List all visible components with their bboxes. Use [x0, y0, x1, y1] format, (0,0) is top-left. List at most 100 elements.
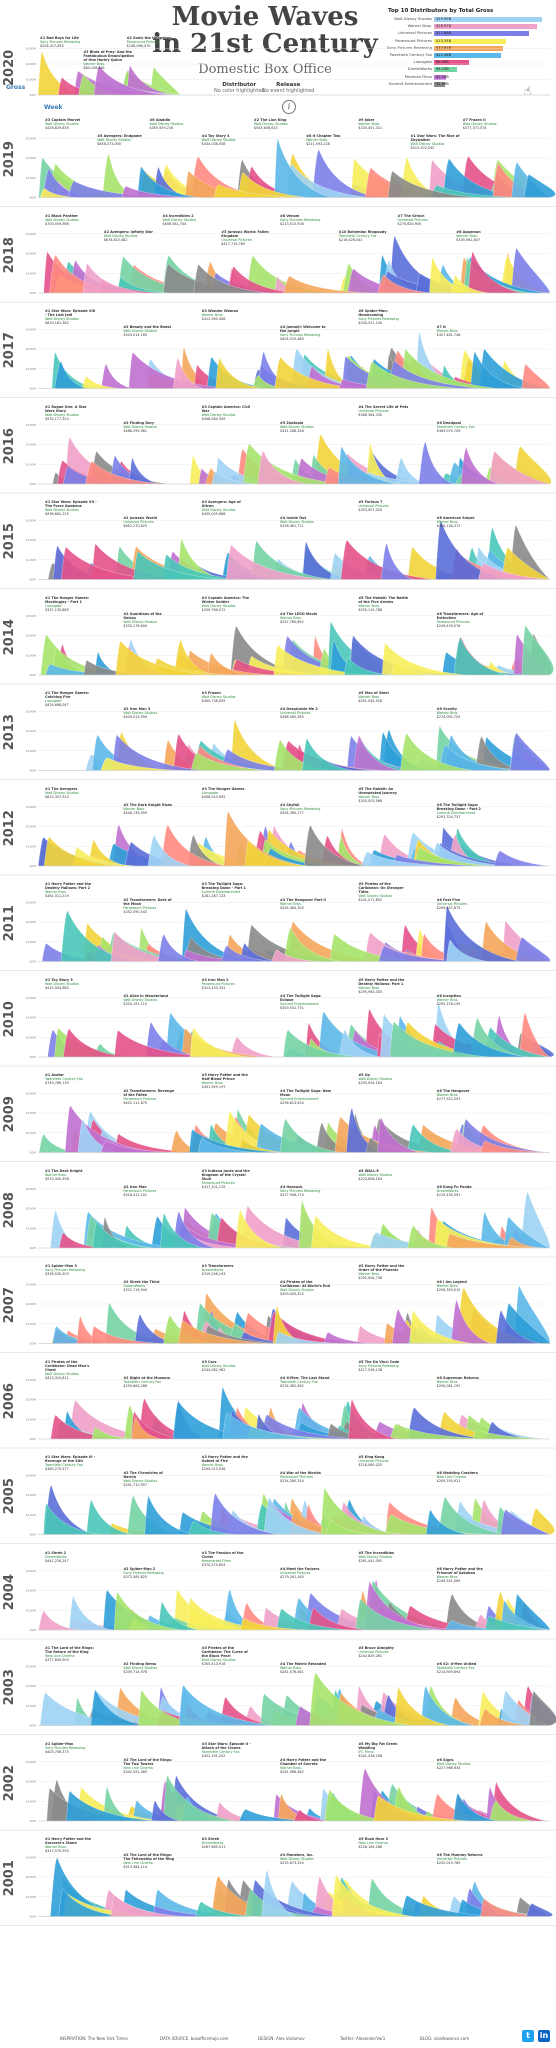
film-wave[interactable]: [223, 811, 306, 867]
film-wave[interactable]: [100, 1140, 175, 1153]
film-wave[interactable]: [114, 1591, 182, 1631]
film-wave[interactable]: [85, 461, 164, 485]
film-wave[interactable]: [257, 450, 307, 485]
film-annotation[interactable]: #3 Iron Man 2 Paramount Pictures $312,433,…: [202, 978, 254, 990]
film-annotation[interactable]: #2 Transformers: Dark of the Moon Paramou…: [123, 898, 175, 914]
film-wave[interactable]: [446, 939, 489, 962]
film-wave[interactable]: [521, 625, 554, 676]
film-annotation[interactable]: #2 Shrek the Third DreamWorks $322,719,944: [123, 1280, 175, 1292]
film-wave[interactable]: [303, 825, 367, 867]
film-wave[interactable]: [393, 854, 486, 867]
film-wave[interactable]: [195, 1901, 257, 1917]
legend-item[interactable]: Summit Entertainment $2.09B: [388, 81, 548, 88]
film-wave[interactable]: [178, 1685, 275, 1726]
film-annotation[interactable]: #6 Aquaman Warner Bros. $335,061,807: [456, 230, 508, 242]
film-wave[interactable]: [283, 928, 342, 962]
linkedin-icon[interactable]: in: [538, 2030, 550, 2042]
film-annotation[interactable]: #2 Iron Man Paramount Pictures $318,412,10…: [123, 1185, 175, 1197]
film-annotation[interactable]: #4 Skyfall Sony Pictures Releasing $304,36…: [280, 803, 332, 815]
film-wave[interactable]: [197, 1137, 256, 1153]
film-wave[interactable]: [81, 376, 121, 389]
film-annotation[interactable]: #4 The Twilight Saga: New Moon Summit Ent…: [280, 1089, 332, 1105]
film-wave[interactable]: [112, 734, 203, 771]
film-annotation[interactable]: #1 Black Panther Walt Disney Studios $700,…: [45, 214, 97, 226]
film-annotation[interactable]: #2 The Lord of the Rings: The Two Towers…: [123, 1758, 175, 1774]
film-wave[interactable]: [293, 1809, 330, 1822]
film-wave[interactable]: [453, 1793, 499, 1822]
film-annotation[interactable]: #2 The Lion King Walt Disney Studios $543,…: [254, 118, 306, 130]
film-wave[interactable]: [188, 1520, 236, 1535]
distributor-toggle[interactable]: Distributor No color highlighted: [214, 82, 265, 94]
film-wave[interactable]: [215, 358, 262, 389]
film-annotation[interactable]: #5 King Kong Universal Pictures $218,080,0…: [358, 1455, 410, 1467]
film-annotation[interactable]: #1 Rogue One: A Star Wars Story Walt Disn…: [45, 405, 97, 421]
film-annotation[interactable]: #2 Finding Dory Walt Disney Studios $486,2…: [123, 421, 175, 433]
film-wave[interactable]: [276, 1608, 350, 1631]
film-wave[interactable]: [158, 1601, 200, 1631]
film-wave[interactable]: [114, 1030, 211, 1058]
film-annotation[interactable]: #1 Star Wars: Episode VIII - The Last Je…: [45, 309, 97, 325]
film-annotation[interactable]: #6 Deadpool Twentieth Century Fox $363,070…: [437, 421, 489, 433]
film-wave[interactable]: [133, 551, 227, 580]
film-annotation[interactable]: #3 Harry Potter and the Half-Blood Princ…: [202, 1073, 254, 1089]
film-annotation[interactable]: #2 Avengers: Infinity War Walt Disney Stu…: [104, 230, 156, 242]
film-annotation[interactable]: #2 The Lord of the Rings: The Fellowship…: [123, 1853, 175, 1869]
film-wave[interactable]: [389, 1021, 489, 1058]
film-annotation[interactable]: #2 Sonic the Hedgehog Paramount Pictures $…: [127, 36, 179, 48]
film-annotation[interactable]: #4 Hancock Sony Pictures Releasing $227,94…: [280, 1185, 332, 1197]
film-wave[interactable]: [128, 352, 228, 389]
film-wave[interactable]: [54, 361, 88, 389]
film-wave[interactable]: [38, 1610, 79, 1631]
film-wave[interactable]: [145, 1022, 201, 1058]
film-annotation[interactable]: #4 X-Men: The Last Stand Twentieth Centur…: [280, 1376, 332, 1388]
film-annotation[interactable]: #5 Zootopia Walt Disney Studios $341,268,2…: [280, 421, 332, 433]
film-wave[interactable]: [63, 1028, 127, 1058]
film-wave[interactable]: [489, 1800, 535, 1822]
film-wave[interactable]: [137, 166, 199, 198]
film-annotation[interactable]: #5 The Hobbit: The Battle of the Five Ar…: [358, 596, 410, 612]
film-wave[interactable]: [348, 1399, 398, 1440]
film-annotation[interactable]: #6 Harry Potter and the Prisoner of Azka…: [437, 1567, 489, 1583]
film-annotation[interactable]: #6 Kung Fu Panda DreamWorks $215,434,591: [437, 1185, 489, 1197]
film-annotation[interactable]: #1 Avatar Twentieth Century Fox $749,766,1…: [45, 1073, 97, 1085]
film-annotation[interactable]: #3 Shrek DreamWorks $267,665,011: [202, 1837, 254, 1849]
film-wave[interactable]: [131, 1417, 161, 1440]
film-annotation[interactable]: #3 Star Wars: Episode II - Attack of the…: [202, 1742, 254, 1758]
film-annotation[interactable]: #5 Man of Steel Warner Bros. $291,045,518: [358, 691, 410, 703]
film-wave[interactable]: [452, 1022, 529, 1058]
film-wave[interactable]: [273, 644, 372, 676]
legend-item[interactable]: Paramount Pictures $13.35B: [388, 38, 548, 45]
film-annotation[interactable]: #4 Jumanji: Welcome to the Jungle Sony Pi…: [280, 325, 332, 341]
film-annotation[interactable]: #4 Toy Story 4 Walt Disney Studios $434,03…: [202, 134, 254, 146]
film-wave[interactable]: [438, 744, 519, 771]
film-annotation[interactable]: #3 Frozen Walt Disney Studios $400,738,009: [202, 691, 254, 703]
film-wave[interactable]: [361, 851, 450, 867]
film-wave[interactable]: [239, 1809, 314, 1822]
film-wave[interactable]: [227, 266, 296, 294]
film-wave[interactable]: [325, 1520, 377, 1535]
film-wave[interactable]: [391, 660, 435, 676]
film-wave[interactable]: [453, 637, 509, 676]
film-wave[interactable]: [524, 174, 556, 198]
film-wave[interactable]: [506, 1237, 542, 1249]
film-wave[interactable]: [390, 1423, 490, 1440]
film-wave[interactable]: [93, 65, 169, 96]
film-wave[interactable]: [190, 752, 273, 771]
film-annotation[interactable]: #2 Night at the Museum Twentieth Century …: [123, 1376, 175, 1388]
film-annotation[interactable]: #3 Birds of Prey: And the Fantabulous Em…: [83, 50, 135, 70]
film-annotation[interactable]: #5 Up Walt Disney Studios $293,004,164: [358, 1073, 410, 1085]
film-annotation[interactable]: #5 The Hobbit: An Unexpected Journey Warn…: [358, 787, 410, 803]
legend-item[interactable]: Twentieth Century Fox $12.46B: [388, 52, 548, 59]
film-wave[interactable]: [493, 850, 551, 867]
film-wave[interactable]: [231, 719, 289, 771]
film-annotation[interactable]: #1 Star Wars: Episode VII - The Force Aw…: [45, 500, 97, 516]
film-annotation[interactable]: #5 The Da Vinci Code Sony Pictures Releas…: [358, 1360, 410, 1372]
hand-pointer-icon[interactable]: ☝: [524, 84, 532, 98]
film-wave[interactable]: [381, 543, 414, 580]
legend-item[interactable]: Walt Disney Studios $19.99B: [388, 16, 548, 23]
film-annotation[interactable]: #1 Pirates of the Caribbean: Dead Man's …: [45, 1360, 97, 1380]
film-annotation[interactable]: #3 Indiana Jones and the Kingdom of the …: [202, 1169, 254, 1189]
film-annotation[interactable]: #4 Harry Potter and the Chamber of Secre…: [280, 1758, 332, 1774]
film-wave[interactable]: [150, 67, 181, 96]
film-annotation[interactable]: #4 The LEGO Movie Warner Bros. $257,760,69…: [280, 612, 332, 624]
